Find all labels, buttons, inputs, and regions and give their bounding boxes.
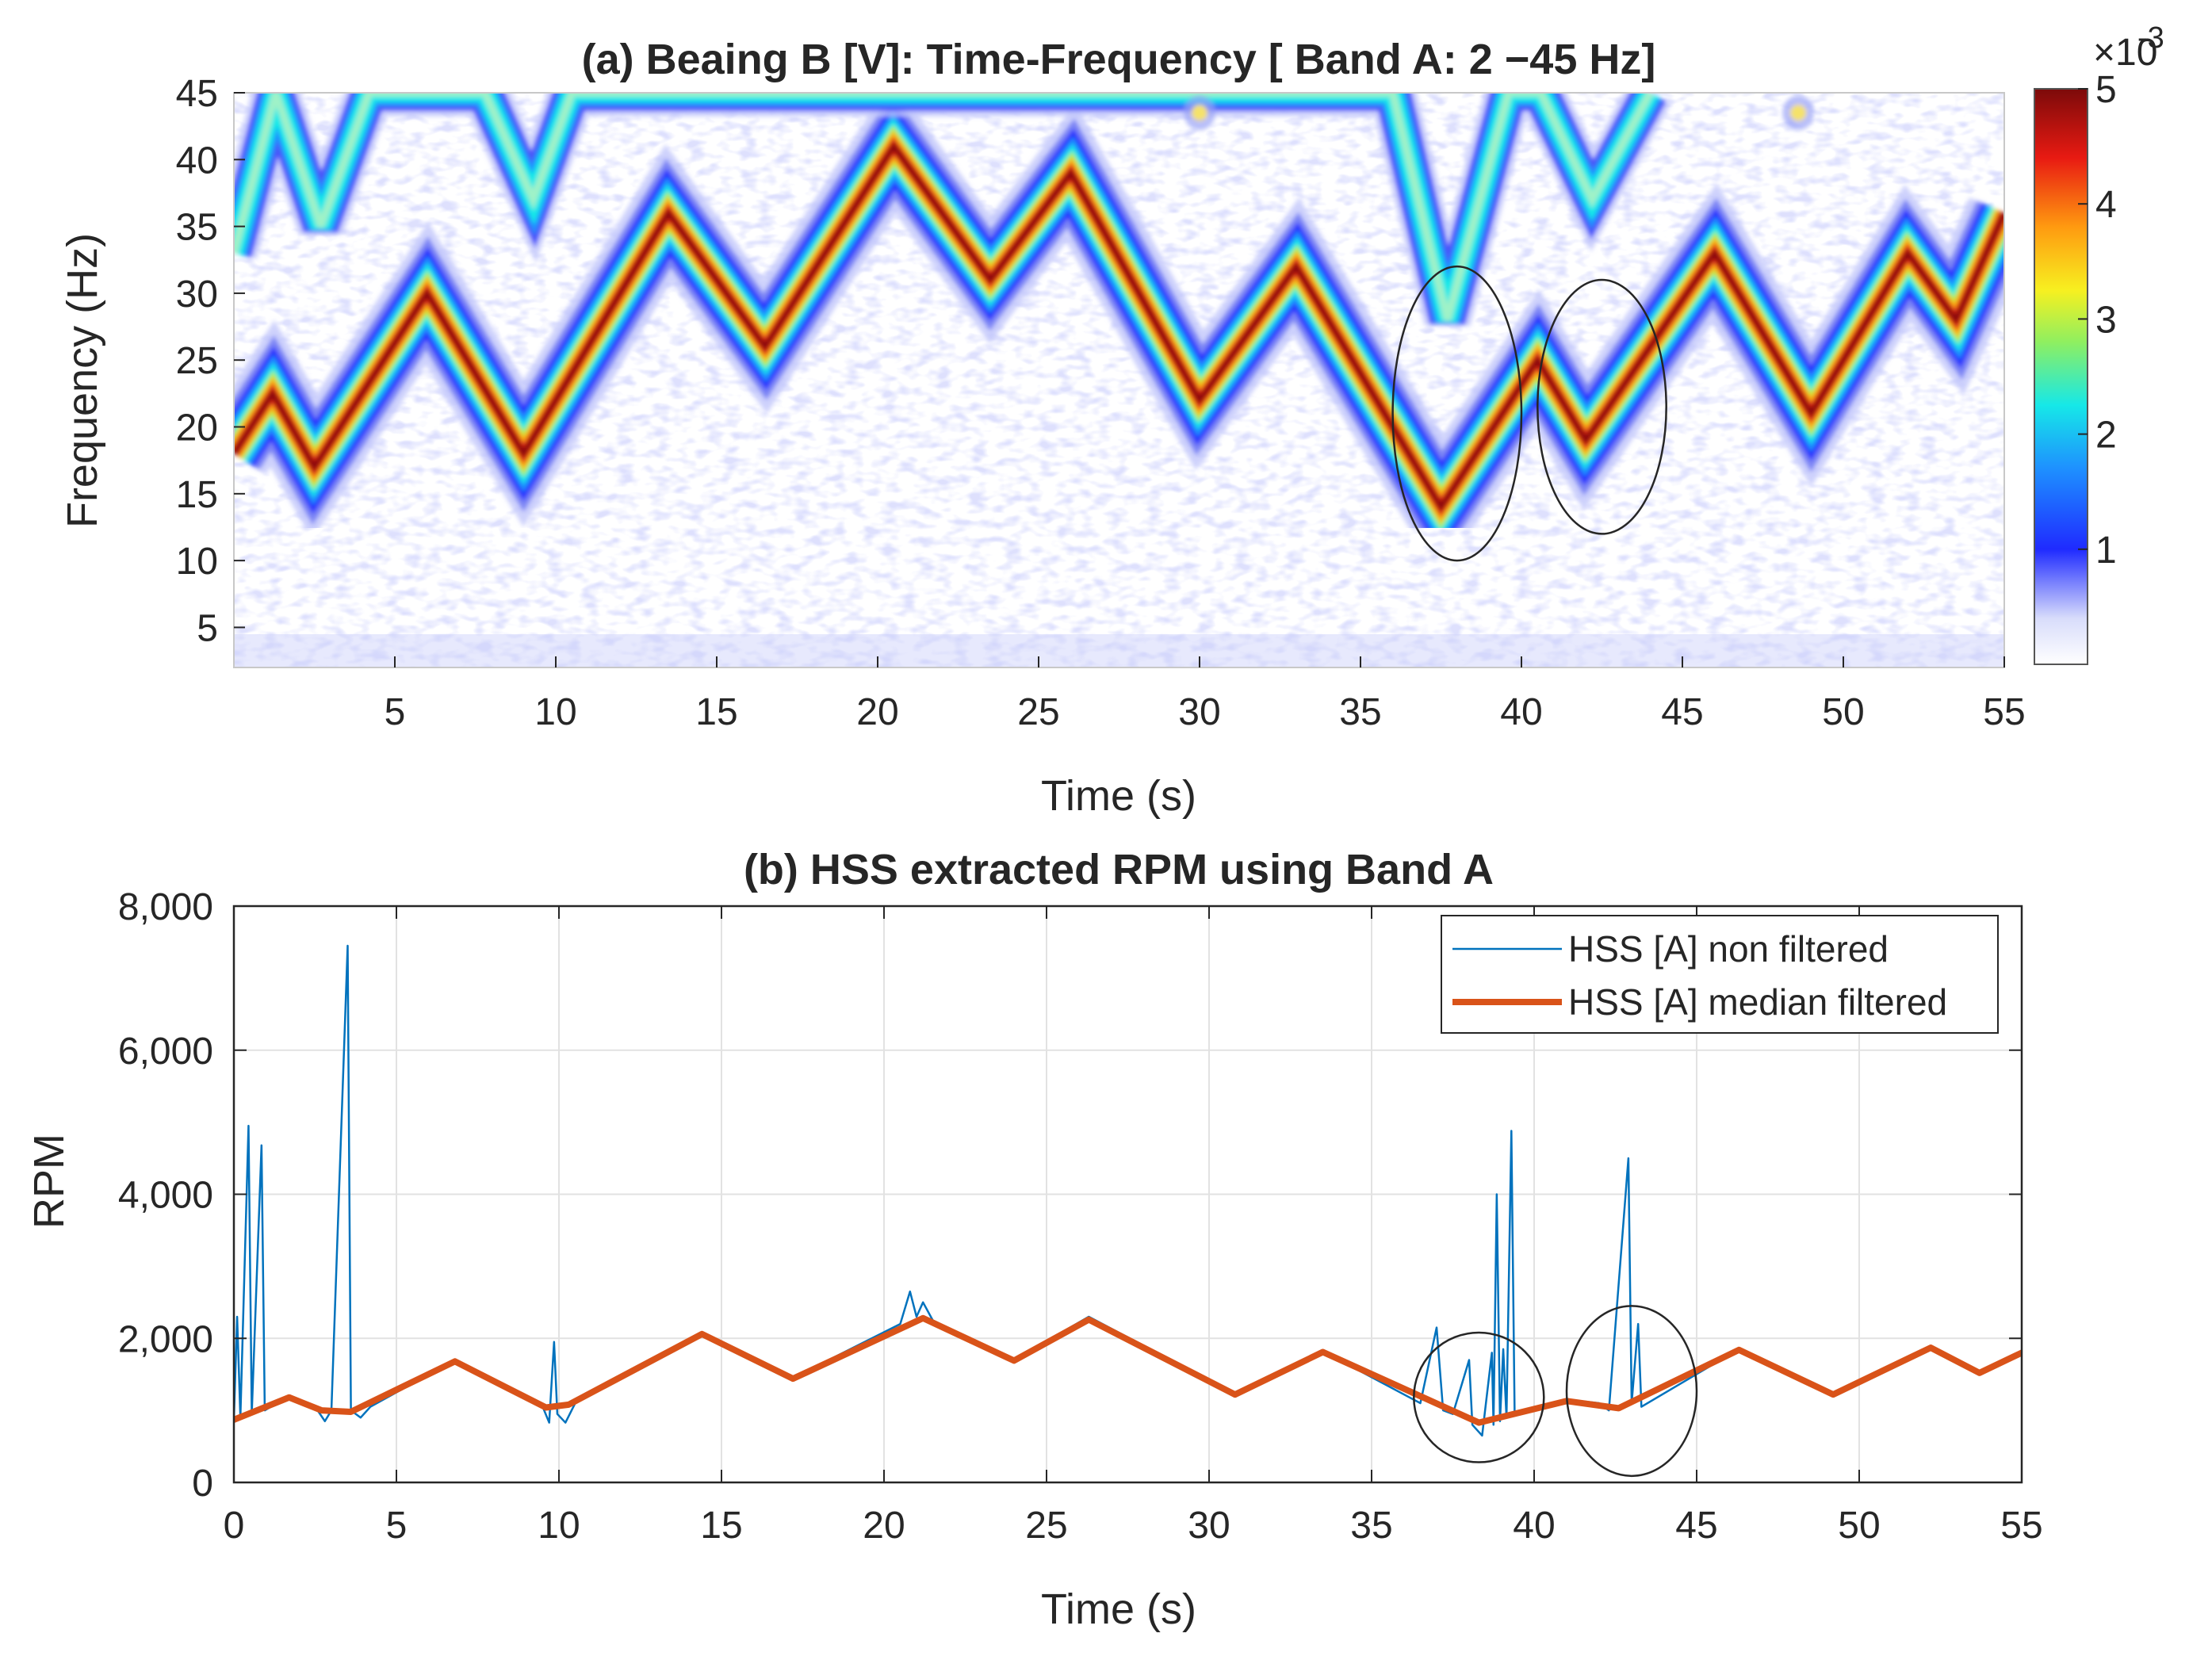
rpm-annotation-ellipse	[1565, 1305, 1698, 1478]
rpm-xtick-label: 50	[1838, 1505, 1880, 1547]
spectrogram-ytick-label: 45	[176, 73, 218, 115]
rpm-xtick-label: 25	[1025, 1505, 1067, 1547]
rpm-xtick-label: 40	[1513, 1505, 1555, 1547]
spectrogram-panel: (a) Beaing B [V]: Time-Frequency [ Band …	[59, 21, 2164, 820]
spectrogram-xtick-label: 15	[695, 691, 737, 733]
spectrogram-annotation-ellipse	[1391, 265, 1523, 562]
spectrogram-xtick-label: 45	[1661, 691, 1703, 733]
spectrogram-ytick-label: 15	[176, 474, 218, 516]
rpm-xtick-label: 45	[1675, 1505, 1717, 1547]
spectrogram-ylabel: Frequency (Hz)	[59, 233, 106, 528]
rpm-ytick-label: 0	[192, 1463, 213, 1505]
spectrogram-xtick-label: 55	[1983, 691, 2025, 733]
spectrogram-axes-box	[233, 92, 2005, 668]
spectrogram-annotation-ellipse	[1537, 278, 1667, 535]
spectrogram-xtick-label: 25	[1017, 691, 1059, 733]
spectrogram-title: (a) Beaing B [V]: Time-Frequency [ Band …	[582, 36, 1656, 83]
spectrogram-xtick-label: 30	[1178, 691, 1220, 733]
spectrogram-ytick-label: 10	[176, 541, 218, 583]
legend-box	[1441, 915, 1999, 1034]
spectrogram-faint-peak-core	[1790, 105, 1807, 121]
rpm-xtick-label: 20	[863, 1505, 905, 1547]
rpm-xtick-label: 30	[1188, 1505, 1230, 1547]
spectrogram-xtick-label: 10	[534, 691, 576, 733]
spectrogram-ytick-label: 40	[176, 140, 218, 182]
colorbar: 1 2 3 4 5 ×10 -3	[2034, 21, 2164, 665]
colorbar-tick-label: 5	[2095, 69, 2117, 111]
spectrogram-xtick-label: 5	[385, 691, 406, 733]
spectrogram-faint-peak-core	[1192, 105, 1207, 121]
rpm-ytick-label: 8,000	[118, 886, 213, 928]
legend-label-nonfiltered: HSS [A] non filtered	[1568, 928, 1889, 970]
spectrogram-xlabel: Time (s)	[1041, 772, 1196, 820]
spectrogram-ytick-label: 35	[176, 207, 218, 249]
rpm-ylabel: RPM	[25, 1134, 73, 1229]
rpm-ytick-label: 2,000	[118, 1318, 213, 1360]
colorbar-frame	[2034, 88, 2088, 665]
rpm-panel: (b) HSS extracted RPM using Band A 0 5 10 1…	[25, 846, 2043, 1633]
rpm-series-median	[234, 1314, 2022, 1426]
spectrogram-xtick-label: 50	[1822, 691, 1864, 733]
spectrogram-xtick-label: 20	[856, 691, 898, 733]
spectrogram-xtick-label: 35	[1339, 691, 1381, 733]
rpm-xtick-label: 35	[1350, 1505, 1392, 1547]
rpm-xlabel: Time (s)	[1041, 1585, 1196, 1633]
colorbar-tick-label: 2	[2095, 415, 2117, 457]
rpm-xtick-label: 5	[386, 1505, 408, 1547]
rpm-title: (b) HSS extracted RPM using Band A	[744, 846, 1494, 893]
rpm-xtick-label: 0	[224, 1505, 245, 1547]
rpm-annotation-ellipse	[1413, 1331, 1545, 1463]
spectrogram-low-band	[234, 634, 2004, 667]
spectrogram-xtick-label: 40	[1500, 691, 1542, 733]
colorbar-exponent-power: -3	[2137, 21, 2164, 55]
colorbar-gradient	[2034, 89, 2088, 664]
spectrogram-ytick-label: 25	[176, 340, 218, 382]
rpm-ytick-label: 4,000	[118, 1175, 213, 1217]
spectrogram-ridge-fundamental	[234, 141, 2004, 513]
spectrogram-ytick-label: 20	[176, 407, 218, 449]
spectrogram-ytick-label: 30	[176, 273, 218, 316]
rpm-xtick-label: 10	[538, 1505, 580, 1547]
colorbar-tick-label: 1	[2095, 530, 2117, 572]
spectrogram-ridge-harmonic	[234, 93, 1654, 321]
rpm-xtick-label: 55	[2000, 1505, 2042, 1547]
spectrogram-ytick-label: 5	[197, 607, 218, 649]
rpm-legend: HSS [A] non filtered HSS [A] median filt…	[1441, 915, 1999, 1034]
rpm-xtick-label: 15	[700, 1505, 742, 1547]
colorbar-tick-label: 4	[2095, 184, 2117, 226]
colorbar-exponent-base: ×10	[2093, 32, 2157, 74]
colorbar-tick-label: 3	[2095, 299, 2117, 341]
legend-label-median: HSS [A] median filtered	[1568, 981, 1947, 1023]
rpm-ytick-label: 6,000	[118, 1031, 213, 1073]
